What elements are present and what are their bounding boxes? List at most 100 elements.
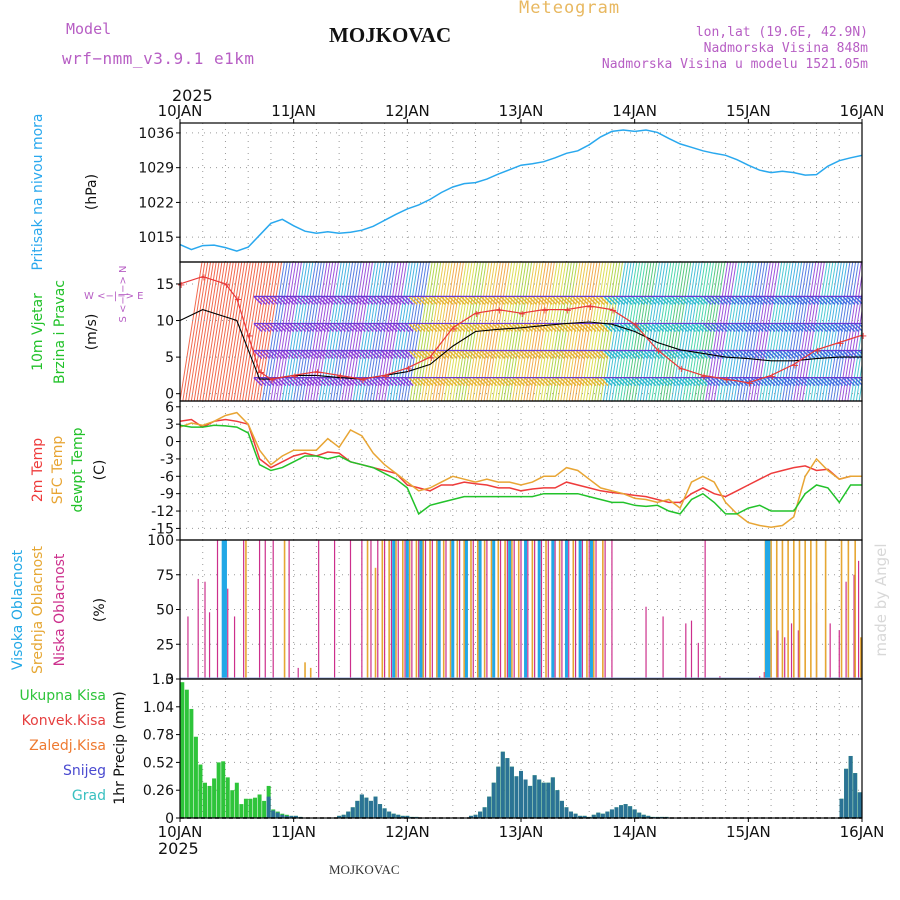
precip-tick-label: 0.78 (143, 728, 174, 744)
wind-barb-feather (305, 322, 315, 332)
wind-barb-feather (671, 322, 681, 332)
wind-barb (190, 262, 214, 401)
wind-barb (816, 262, 840, 401)
wind-barb-feather (858, 295, 862, 301)
wind-barb-feather (714, 377, 724, 387)
wind-barb-feather (778, 350, 788, 360)
wind-barb-feather (691, 322, 700, 332)
wind-barb-feather (742, 322, 752, 332)
gust-marker: + (427, 353, 435, 364)
precip-bar-snow (614, 807, 619, 818)
wind-barb-feather (332, 295, 342, 305)
wind-barb-feather (663, 377, 673, 387)
wind-barb-feather (730, 350, 740, 360)
wind-barb-feather (595, 322, 605, 332)
wind-barb-feather (348, 377, 358, 387)
wind-barb-feather (396, 295, 406, 305)
gust-marker: + (791, 360, 799, 371)
wind-barb-feather (611, 377, 621, 387)
wind-barb-feather (631, 322, 641, 332)
wind-barb-feather (424, 295, 434, 305)
precip-bar-snow (378, 804, 383, 818)
wind-barb-feather (818, 295, 828, 305)
wind-barb-feather (858, 322, 862, 328)
wind-barb-feather (400, 377, 410, 387)
precip-ylabel-total: Ukupna Kisa (19, 688, 106, 704)
wind-barb-feather (635, 377, 645, 387)
wind-barb-feather (810, 377, 820, 387)
wind-barb-feather (500, 377, 510, 387)
wind-barb-feather (555, 350, 565, 360)
wind-barb-feather (412, 322, 422, 332)
wind-barb-feather (253, 377, 263, 387)
wind-barb (398, 262, 422, 401)
wind-barb (236, 262, 260, 401)
wind-barb-feather (492, 295, 502, 305)
wind-tick-label: 5 (165, 350, 174, 366)
wind-barb-feather (392, 322, 402, 332)
wind-barb-feather (655, 350, 665, 360)
precip-tick-label: 0.26 (143, 783, 174, 799)
wind-barb-feather (738, 322, 748, 332)
wind-gust-line (179, 275, 863, 384)
wind-barb-feather (551, 377, 561, 387)
wind-barb-feather (575, 322, 585, 332)
cloud-unit: (%) (92, 598, 108, 622)
wind-barb-feather (511, 295, 521, 305)
wind-barb-feather (468, 295, 478, 305)
temp-ylabel-dew: dewpt Temp (70, 427, 86, 512)
wind-barb-feather (687, 350, 697, 360)
wind-barb-feather (754, 295, 764, 305)
wind-barb-feather (834, 322, 844, 332)
wind-barb-feather (539, 295, 549, 305)
wind-barb-feather (802, 322, 812, 332)
wind-barb-feather (627, 350, 637, 360)
precip-bar-snow (400, 815, 405, 818)
wind-barb-feather (675, 322, 685, 332)
wind-barb-feather (623, 377, 633, 387)
precip-bar-snow (509, 766, 514, 818)
cloud-tick-label: 50 (156, 603, 174, 619)
wind-barb-feather (460, 377, 470, 387)
wind-barb-feather (508, 322, 517, 332)
cloud-tick-label: 0 (165, 672, 174, 688)
wind-barb (244, 262, 268, 401)
wind-barb-feather (340, 322, 350, 332)
wind-barb-feather (277, 377, 287, 387)
wind-barb-feather (543, 377, 553, 387)
wind-barb-feather (416, 350, 426, 360)
wind-barb-feather (273, 350, 283, 360)
precip-bar-snow (350, 807, 355, 818)
wind-barb-feather (694, 377, 704, 387)
gust-marker: + (245, 331, 253, 342)
wind-barb-feather (301, 295, 311, 305)
wind-barb-feather (547, 350, 557, 360)
precip-bar-snow (487, 796, 492, 818)
wind-barb-feather (834, 295, 844, 305)
temp-tick-label: -9 (160, 487, 174, 503)
station-title: MOJKOVAC (329, 23, 452, 47)
wind-barb-feather (432, 295, 442, 305)
precip-bar-snow (600, 813, 605, 818)
wind-barb (202, 262, 226, 401)
wind-barb-feather (392, 377, 402, 387)
gust-marker: + (859, 331, 867, 342)
precip-bar-snow (514, 776, 519, 818)
wind-barb-feather (551, 295, 561, 305)
wind-barb-feather (782, 295, 792, 305)
precip-bar-snow (632, 809, 637, 818)
wind-barb-feather (285, 350, 295, 360)
wind-barb-feather (631, 377, 641, 387)
wind-barb-feather (428, 377, 438, 387)
wind-barb-feather (774, 377, 784, 387)
gust-marker: + (836, 338, 844, 349)
wind-barb-feather (344, 350, 354, 360)
wind-barb-feather (854, 322, 862, 332)
wind-barb-feather (698, 295, 708, 305)
wind-barb-feather (424, 377, 434, 387)
precip-bar-snow (844, 768, 849, 818)
wind-barb-feather (440, 377, 450, 387)
precip-bar-snow (473, 814, 478, 818)
gust-marker: + (677, 364, 685, 375)
wind-barb-feather (531, 295, 541, 305)
